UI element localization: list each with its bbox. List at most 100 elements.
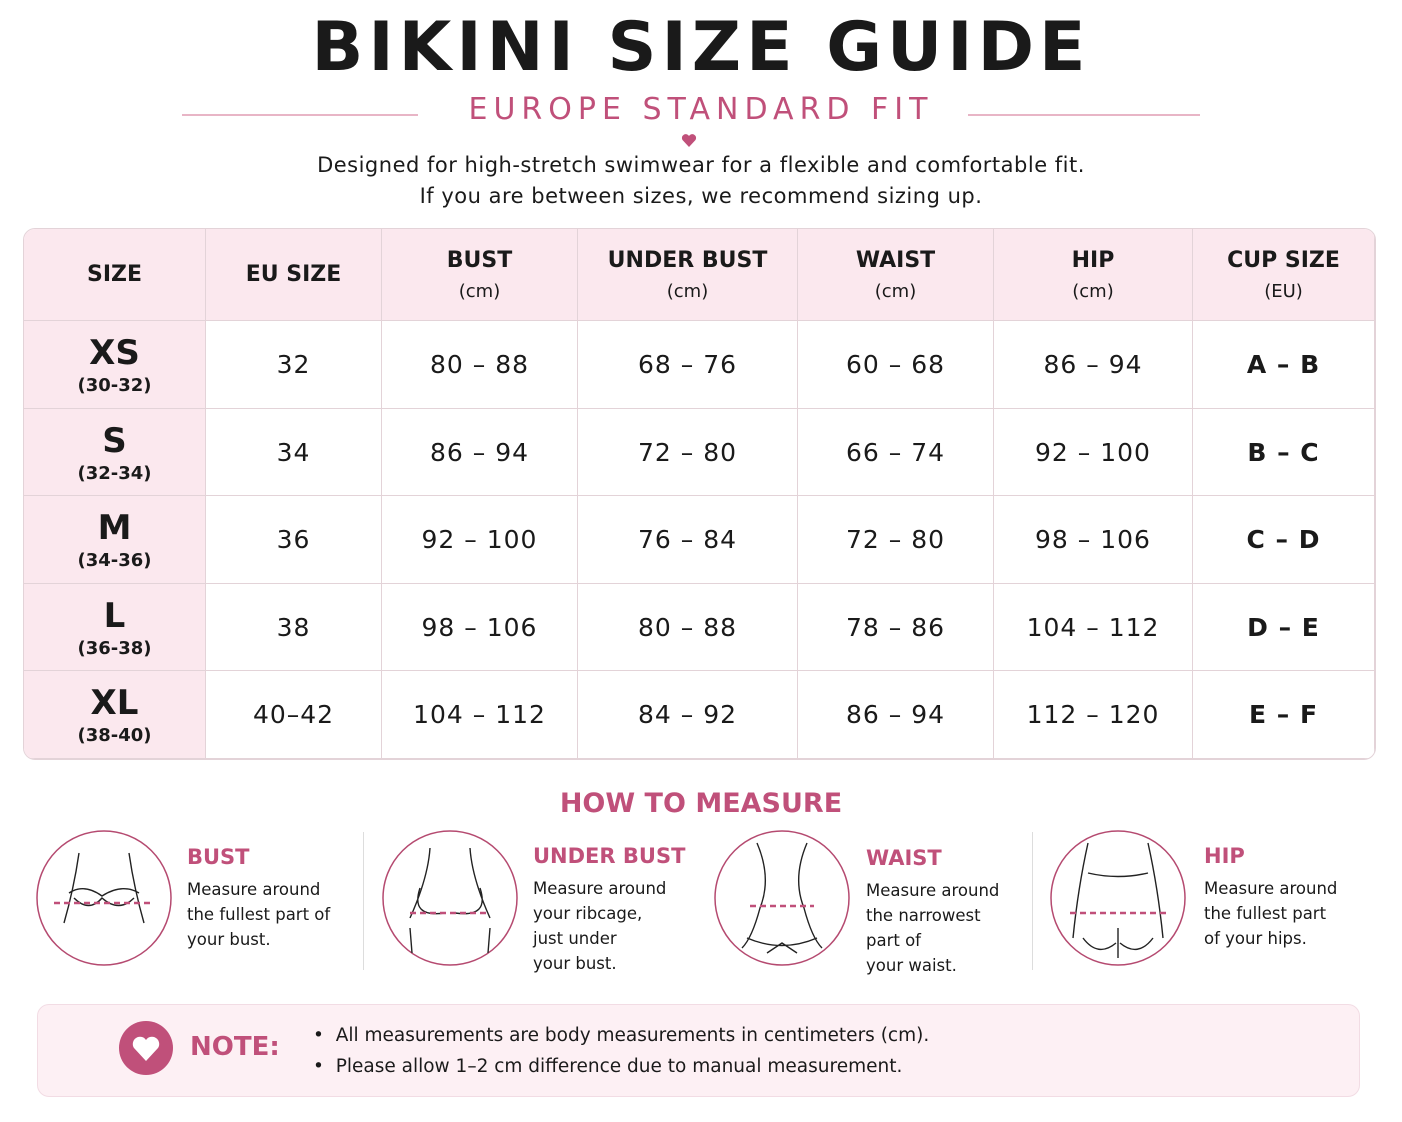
measure-title: WAIST <box>866 846 942 870</box>
header-cell: UNDER BUST (cm) <box>578 229 798 321</box>
cell-value: 40–42 <box>252 700 335 729</box>
size-label: L <box>103 595 126 636</box>
table-cell: D – E <box>1193 584 1375 671</box>
cell-value: 92 – 100 <box>421 525 538 554</box>
size-label: XL <box>90 683 139 723</box>
header-cell: SIZE <box>24 229 206 321</box>
table-cell: 32 <box>206 321 382 409</box>
table-cell: 92 – 100 <box>382 496 578 584</box>
cell-value: 80 – 88 <box>637 612 738 642</box>
table-cell: E – F <box>1193 671 1375 759</box>
table-cell: 86 – 94 <box>382 409 578 496</box>
size-cell: XL (38-40) <box>24 671 206 759</box>
measure-text: the fullest part of <box>187 905 331 924</box>
table-cell: 98 – 106 <box>994 496 1193 584</box>
note-item: • Please allow 1–2 cm difference due to … <box>313 1056 903 1077</box>
table-cell: 86 – 94 <box>798 671 994 759</box>
table-cell: 80 – 88 <box>382 321 578 409</box>
header-label: WAIST <box>855 247 936 273</box>
table-cell: 84 – 92 <box>578 671 798 759</box>
measure-text: your waist. <box>866 956 957 975</box>
size-range: (30-32) <box>77 375 152 396</box>
size-cell: XS (30-32) <box>24 321 206 409</box>
table-cell: 34 <box>206 409 382 496</box>
header-unit: (cm) <box>666 280 709 302</box>
measure-text: Measure around <box>187 880 321 899</box>
measure-title: HIP <box>1204 844 1245 868</box>
table-cell: 78 – 86 <box>798 584 994 671</box>
table-cell: 104 – 112 <box>994 584 1193 671</box>
measure-text: of your hips. <box>1204 929 1307 948</box>
cell-value: C – D <box>1246 525 1321 554</box>
measure-text: Measure around <box>533 879 667 898</box>
table-cell: 68 – 76 <box>578 321 798 409</box>
size-range: (34-36) <box>77 550 152 571</box>
header-unit: (cm) <box>458 280 501 302</box>
divider <box>1032 832 1033 970</box>
note-label: NOTE: <box>190 1032 280 1062</box>
cell-value: 60 – 68 <box>845 350 946 379</box>
note-item: • All measurements are body measurements… <box>313 1025 930 1046</box>
cell-value: 78 – 86 <box>845 612 946 642</box>
header-unit: (cm) <box>1072 280 1114 302</box>
cell-value: 86 – 94 <box>1043 350 1143 379</box>
description: Designed for high-stretch swimwear for a… <box>317 153 1085 177</box>
measure-title: UNDER BUST <box>533 844 686 868</box>
title: BIKINI SIZE GUIDE <box>311 8 1091 87</box>
cell-value: 32 <box>276 350 311 379</box>
measure-illustration <box>1050 830 1186 966</box>
table-cell: 66 – 74 <box>798 409 994 496</box>
cell-value: 98 – 106 <box>1035 525 1151 554</box>
table-cell: 76 – 84 <box>578 496 798 584</box>
note-text: Please allow 1–2 cm difference due to ma… <box>335 1056 903 1077</box>
measure-title: BUST <box>187 845 250 869</box>
table-cell: B – C <box>1193 409 1375 496</box>
size-range: (36-38) <box>77 637 152 659</box>
cell-value: B – C <box>1247 437 1320 467</box>
header-cell: EU SIZE <box>206 229 382 321</box>
measure-illustration <box>714 830 850 966</box>
cell-value: 36 <box>276 525 311 554</box>
size-label: S <box>102 420 127 461</box>
cell-value: D – E <box>1247 612 1320 642</box>
measure-text: part of <box>866 931 921 950</box>
measure-text: Measure around <box>1204 879 1338 898</box>
size-range: (32-34) <box>77 462 152 484</box>
section-title: HOW TO MEASURE <box>559 788 843 819</box>
cell-value: 80 – 88 <box>429 350 530 379</box>
size-table: SIZE EU SIZE BUST (cm) UNDER BUST (cm) WAIST (c… <box>23 228 1376 760</box>
table-cell: 86 – 94 <box>994 321 1193 409</box>
measure-text: Measure around <box>866 881 1000 900</box>
size-label: M <box>97 508 132 548</box>
cell-value: 72 – 80 <box>845 525 946 554</box>
size-range: (38-40) <box>77 725 152 746</box>
header-cell: CUP SIZE (EU) <box>1193 229 1375 321</box>
size-label: XS <box>89 333 140 373</box>
size-cell: M (34-36) <box>24 496 206 584</box>
cell-value: 98 – 106 <box>421 612 538 642</box>
description: If you are between sizes, we recommend s… <box>419 184 983 208</box>
cell-value: 104 – 112 <box>1026 612 1160 642</box>
header-label: UNDER BUST <box>607 247 768 273</box>
table-cell: 112 – 120 <box>994 671 1193 759</box>
header-label: BUST <box>446 247 513 273</box>
cell-value: E – F <box>1248 700 1319 729</box>
cell-value: 104 – 112 <box>413 700 546 729</box>
measure-text: your bust. <box>187 930 271 949</box>
rule <box>182 114 418 116</box>
measure-text: just under <box>533 929 617 948</box>
cell-value: 92 – 100 <box>1035 437 1151 467</box>
header-cell: BUST (cm) <box>382 229 578 321</box>
table-cell: 72 – 80 <box>798 496 994 584</box>
note-box <box>37 1004 1360 1097</box>
cell-value: 66 – 74 <box>845 437 946 467</box>
rule <box>968 114 1200 116</box>
measure-text: your ribcage, <box>533 904 643 923</box>
header-cell: HIP (cm) <box>994 229 1193 321</box>
cell-value: 68 – 76 <box>637 350 738 379</box>
heart-icon <box>681 134 697 147</box>
note-text: All measurements are body measurements i… <box>335 1025 930 1046</box>
cell-value: A – B <box>1246 350 1321 379</box>
cell-value: 38 <box>276 612 311 642</box>
